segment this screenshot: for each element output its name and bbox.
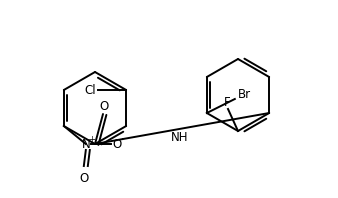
Text: F: F <box>224 95 230 109</box>
Text: Cl: Cl <box>84 84 96 96</box>
Text: O: O <box>112 137 121 150</box>
Text: NH: NH <box>171 131 189 144</box>
Text: −: − <box>121 134 129 144</box>
Text: Br: Br <box>238 88 251 101</box>
Text: +: + <box>88 134 95 144</box>
Text: N: N <box>81 137 90 150</box>
Text: O: O <box>79 172 89 186</box>
Text: O: O <box>99 100 108 112</box>
